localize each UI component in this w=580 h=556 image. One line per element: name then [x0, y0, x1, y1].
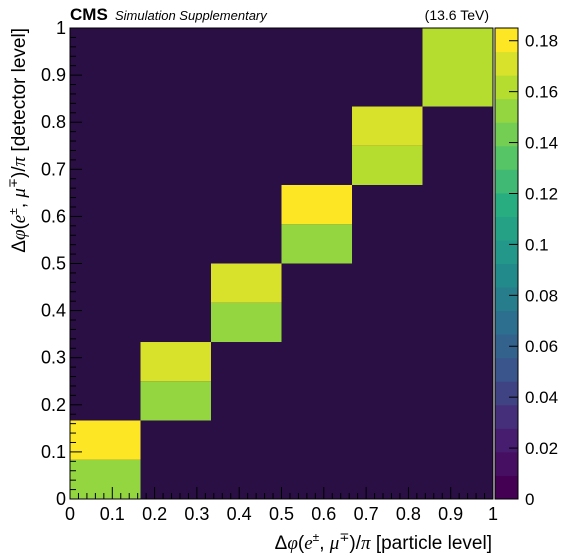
colorbar-level — [495, 475, 518, 500]
x-tick-label: 0.7 — [354, 504, 379, 524]
colorbar-level — [495, 145, 518, 170]
colorbar-level — [495, 122, 518, 147]
colorbar-level — [495, 192, 518, 217]
heatmap-cell — [70, 420, 141, 460]
colorbar-tick-label: 0.12 — [525, 184, 558, 203]
colorbar-tick-label: 0.04 — [525, 388, 558, 407]
colorbar-level — [495, 334, 518, 359]
x-tick-label: 0.4 — [227, 504, 252, 524]
x-axis-title: Δφ(e±, μ∓)/π [particle level] — [275, 530, 492, 554]
y-tick-label: 0.3 — [41, 348, 66, 368]
x-tick-label: 0.8 — [396, 504, 421, 524]
y-tick-label: 0 — [56, 489, 66, 509]
heatmap-cell — [210, 263, 282, 303]
heatmap-cells — [70, 28, 493, 499]
y-tick-label: 0.1 — [41, 442, 66, 462]
y-tick-label: 0.7 — [41, 159, 66, 179]
heatmap-cell — [140, 381, 211, 421]
y-tick-label: 0.8 — [41, 112, 66, 132]
colorbar-level — [495, 428, 518, 453]
colorbar-level — [495, 381, 518, 406]
colorbar-tick-label: 0.1 — [525, 235, 549, 254]
colorbar-level — [495, 404, 518, 429]
y-tick-label: 0.4 — [41, 301, 66, 321]
y-tick-label: 0.6 — [41, 206, 66, 226]
x-tick-label: 0.1 — [100, 504, 125, 524]
y-axis-ticks: 0 0.1 0.2 0.3 0.4 0.5 0.6 0.7 0.8 0.9 1 — [41, 18, 82, 509]
y-tick-label: 1 — [56, 18, 66, 38]
y-tick-label: 0.9 — [41, 65, 66, 85]
colorbar-level — [495, 98, 518, 123]
y-tick-label: 0.5 — [41, 254, 66, 274]
colorbar-level — [495, 451, 518, 476]
x-tick-label: 0.6 — [311, 504, 336, 524]
y-axis-title: Δφ(e±, μ∓)/π [detector level] — [6, 28, 30, 253]
colorbar-level — [495, 239, 518, 264]
x-tick-label: 0 — [65, 504, 75, 524]
heatmap-cell — [140, 342, 211, 382]
colorbar-tick-label: 0.02 — [525, 439, 558, 458]
colorbar-tick-label: 0.18 — [525, 32, 558, 51]
colorbar-tick-label: 0.06 — [525, 337, 558, 356]
colorbar-level — [495, 263, 518, 288]
colorbar-tick-label: 0.16 — [525, 83, 558, 102]
x-tick-label: 0.5 — [269, 504, 294, 524]
x-tick-label: 0.2 — [142, 504, 167, 524]
heatmap-cell — [352, 106, 423, 146]
colorbar-tick-label: 0 — [525, 490, 534, 509]
colorbar: 0 0.02 0.04 0.06 0.08 0.1 0.12 0.14 0.16 0.18 — [494, 27, 558, 509]
x-tick-label: 0.3 — [184, 504, 209, 524]
colorbar-level — [495, 51, 518, 76]
energy-label: (13.6 TeV) — [425, 7, 489, 23]
colorbar-level — [495, 287, 518, 312]
heatmap-cell — [352, 145, 423, 185]
x-tick-label: 1 — [488, 504, 498, 524]
colorbar-level — [495, 216, 518, 241]
colorbar-level — [495, 75, 518, 100]
colorbar-level — [495, 357, 518, 382]
colorbar-level — [495, 310, 518, 335]
heatmap-cell — [422, 28, 493, 107]
heatmap-cell — [70, 459, 141, 499]
heatmap-cell — [281, 184, 353, 225]
x-tick-label: 0.9 — [438, 504, 463, 524]
y-tick-label: 0.2 — [41, 395, 66, 415]
colorbar-level — [495, 169, 518, 194]
x-axis-ticks: 0 0.1 0.2 0.3 0.4 0.5 0.6 0.7 0.8 0.9 1 — [65, 487, 498, 524]
colorbar-level — [495, 28, 518, 53]
experiment-label: CMS — [70, 5, 108, 24]
heatmap-cell — [281, 224, 353, 264]
heatmap-cell — [210, 302, 282, 343]
colorbar-tick-label: 0.14 — [525, 134, 558, 153]
colorbar-frame — [494, 27, 519, 500]
subtitle-label: Simulation Supplementary — [115, 8, 268, 23]
colorbar-tick-label: 0.08 — [525, 286, 558, 305]
